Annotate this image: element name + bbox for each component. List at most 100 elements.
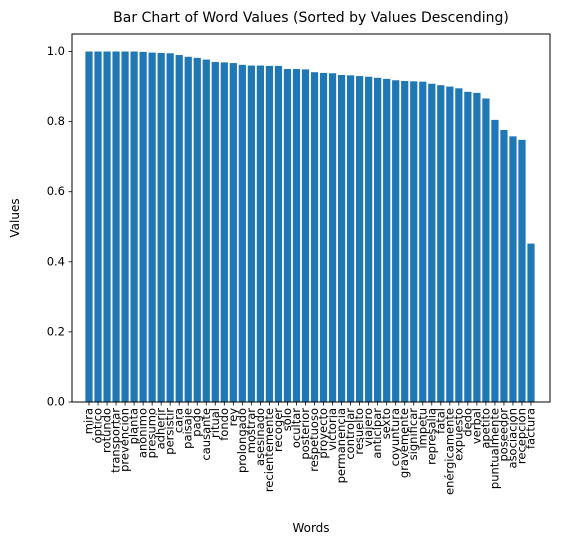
x-tick-label: resuelto (352, 408, 366, 455)
x-tick-label: ocultar (289, 408, 303, 448)
bar-37 (410, 81, 418, 402)
x-tick-label: puntualmente (487, 408, 501, 489)
plot-frame (71, 33, 551, 403)
x-tick-label: dedo (460, 408, 474, 437)
bar-31 (356, 76, 364, 402)
bar-12 (184, 56, 192, 402)
y-tick-label: 0.8 (47, 114, 65, 128)
bar-44 (473, 92, 481, 402)
bar-6 (130, 51, 138, 403)
x-tick-label: impetu (415, 408, 429, 449)
x-tick-label: expuesto (451, 408, 465, 461)
bar-20 (256, 65, 264, 402)
bar-17 (229, 63, 237, 403)
x-tick-label: asociación (505, 408, 519, 468)
x-tick-label: paisaje (181, 408, 195, 449)
bar-7 (139, 51, 147, 403)
bar-8 (148, 52, 156, 402)
x-tick-label: verbal (469, 408, 483, 444)
bar-48 (509, 136, 517, 402)
x-tick-label: planta (127, 408, 141, 444)
bar-13 (193, 57, 201, 402)
x-tick-label: controlar (343, 408, 357, 460)
x-tick-label: rey (226, 408, 240, 427)
x-tick-label: mostrar (244, 408, 258, 454)
bar-50 (527, 243, 535, 402)
x-tick-label: recepción (514, 408, 528, 464)
bar-46 (491, 119, 499, 403)
y-tick-label: 0.2 (47, 324, 65, 338)
bar-4 (112, 51, 120, 403)
y-axis-label: Values (8, 198, 22, 237)
y-tick-label: 0.6 (47, 184, 65, 198)
x-axis-label: Words (292, 521, 329, 535)
bar-36 (401, 80, 409, 403)
x-tick-label: prolongado (235, 408, 249, 473)
x-tick-label: transportar (109, 408, 123, 473)
x-tick-label: cara (172, 408, 186, 433)
x-tick-label: mira (82, 408, 96, 434)
bar-24 (292, 69, 301, 403)
x-tick-label: presumo (145, 408, 159, 458)
x-axis: miraópticorotundotransportarprevenciónpl… (82, 402, 538, 495)
x-tick-label: pago (190, 408, 204, 437)
x-tick-label: coyuntura (388, 408, 402, 466)
bar-9 (157, 52, 165, 403)
bar-22 (274, 65, 283, 402)
bar-18 (238, 64, 246, 402)
bar-33 (374, 77, 382, 402)
bars-group (85, 51, 535, 403)
bar-16 (220, 62, 228, 402)
x-tick-label: fatal (433, 408, 447, 434)
bar-32 (365, 76, 373, 402)
x-tick-label: permanencia (334, 408, 348, 483)
x-tick-label: fondo (217, 408, 231, 441)
bar-45 (482, 98, 490, 403)
x-tick-label: adherir (154, 408, 168, 450)
y-axis: 0.0 0.2 0.4 0.6 0.8 1.0 (47, 44, 72, 409)
bar-25 (301, 69, 310, 403)
x-tick-label: posterior (298, 408, 312, 460)
bar-3 (103, 51, 111, 403)
bar-21 (265, 65, 274, 402)
x-tick-label: sexto (379, 408, 393, 439)
bar-14 (202, 59, 210, 402)
x-tick-label: apetito (478, 408, 492, 449)
x-tick-label: óptico (91, 408, 105, 443)
y-tick-label: 0.0 (47, 395, 65, 409)
x-tick-label: viajero (361, 408, 375, 447)
x-tick-label: factura (524, 408, 538, 449)
bar-47 (500, 130, 508, 402)
x-tick-label: gravemente (397, 408, 411, 478)
x-tick-label: asesinado (253, 408, 267, 466)
chart-title: Bar Chart of Word Values (Sorted by Valu… (113, 10, 509, 26)
y-tick-label: 0.4 (47, 254, 65, 268)
y-tick-label: 1.0 (47, 44, 65, 58)
x-tick-label: significar (406, 408, 420, 461)
bar-30 (346, 75, 355, 403)
x-tick-label: ritual (208, 408, 222, 438)
x-tick-label: victoria (325, 408, 339, 451)
x-tick-label: anónimo (136, 408, 150, 458)
x-tick-label: recientemente (262, 408, 276, 492)
bar-10 (166, 53, 174, 402)
bar-35 (392, 80, 400, 402)
bar-19 (247, 65, 255, 402)
bar-5 (121, 51, 129, 403)
x-tick-label: proyecto (316, 408, 330, 459)
bar-39 (428, 83, 436, 403)
x-tick-label: represalia (424, 408, 438, 465)
bar-49 (518, 139, 526, 402)
x-tick-label: poseedor (496, 408, 510, 462)
bar-28 (328, 73, 337, 402)
bar-26 (310, 72, 319, 402)
bar-11 (175, 55, 183, 402)
bar-43 (464, 91, 472, 402)
x-tick-label: persistir (163, 408, 177, 455)
bar-1 (85, 51, 93, 403)
x-tick-label: causante (199, 408, 213, 461)
x-tick-label: recoger (271, 408, 285, 452)
bar-42 (455, 88, 463, 402)
bar-27 (319, 72, 328, 403)
